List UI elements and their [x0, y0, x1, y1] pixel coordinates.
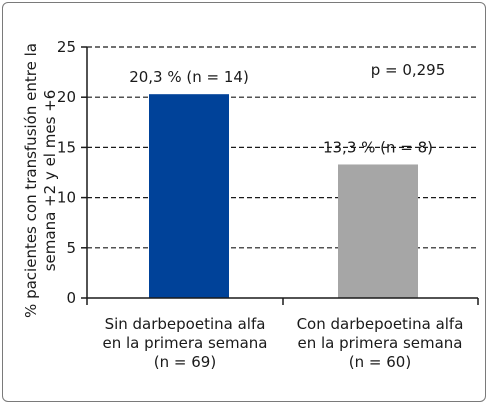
data-label: 13,3 % (n = 8): [323, 138, 433, 156]
axes: [86, 47, 479, 305]
category-label: Sin darbepoetina alfa: [105, 315, 266, 333]
category-label: (n = 60): [349, 353, 411, 371]
category-label: (n = 69): [154, 353, 216, 371]
category-label: en la primera semana: [298, 334, 463, 352]
category-label: en la primera semana: [103, 334, 268, 352]
y-tick-label: 10: [57, 189, 76, 207]
y-tick-label: 20: [57, 88, 76, 106]
y-tick-label: 15: [57, 138, 76, 156]
bars: [149, 94, 418, 298]
y-axis-label-line: semana +2 y el mes +6: [41, 90, 59, 272]
y-ticks: 0 5 10 15 20 25: [57, 38, 87, 307]
y-tick-label: 5: [66, 239, 76, 257]
y-tick-label: 25: [57, 38, 76, 56]
y-tick-label: 0: [66, 289, 76, 307]
data-label: 20,3 % (n = 14): [129, 68, 249, 86]
y-axis-label-line: % pacientes con transfusión entre la: [22, 43, 40, 318]
data-labels: 20,3 % (n = 14) 13,3 % (n = 8): [129, 68, 433, 156]
bar: [149, 94, 229, 298]
category-label: Con darbepoetina alfa: [297, 315, 464, 333]
p-value-annotation: p = 0,295: [371, 61, 446, 79]
bar: [338, 164, 418, 298]
y-axis-label: % pacientes con transfusión entre la sema…: [22, 43, 59, 318]
